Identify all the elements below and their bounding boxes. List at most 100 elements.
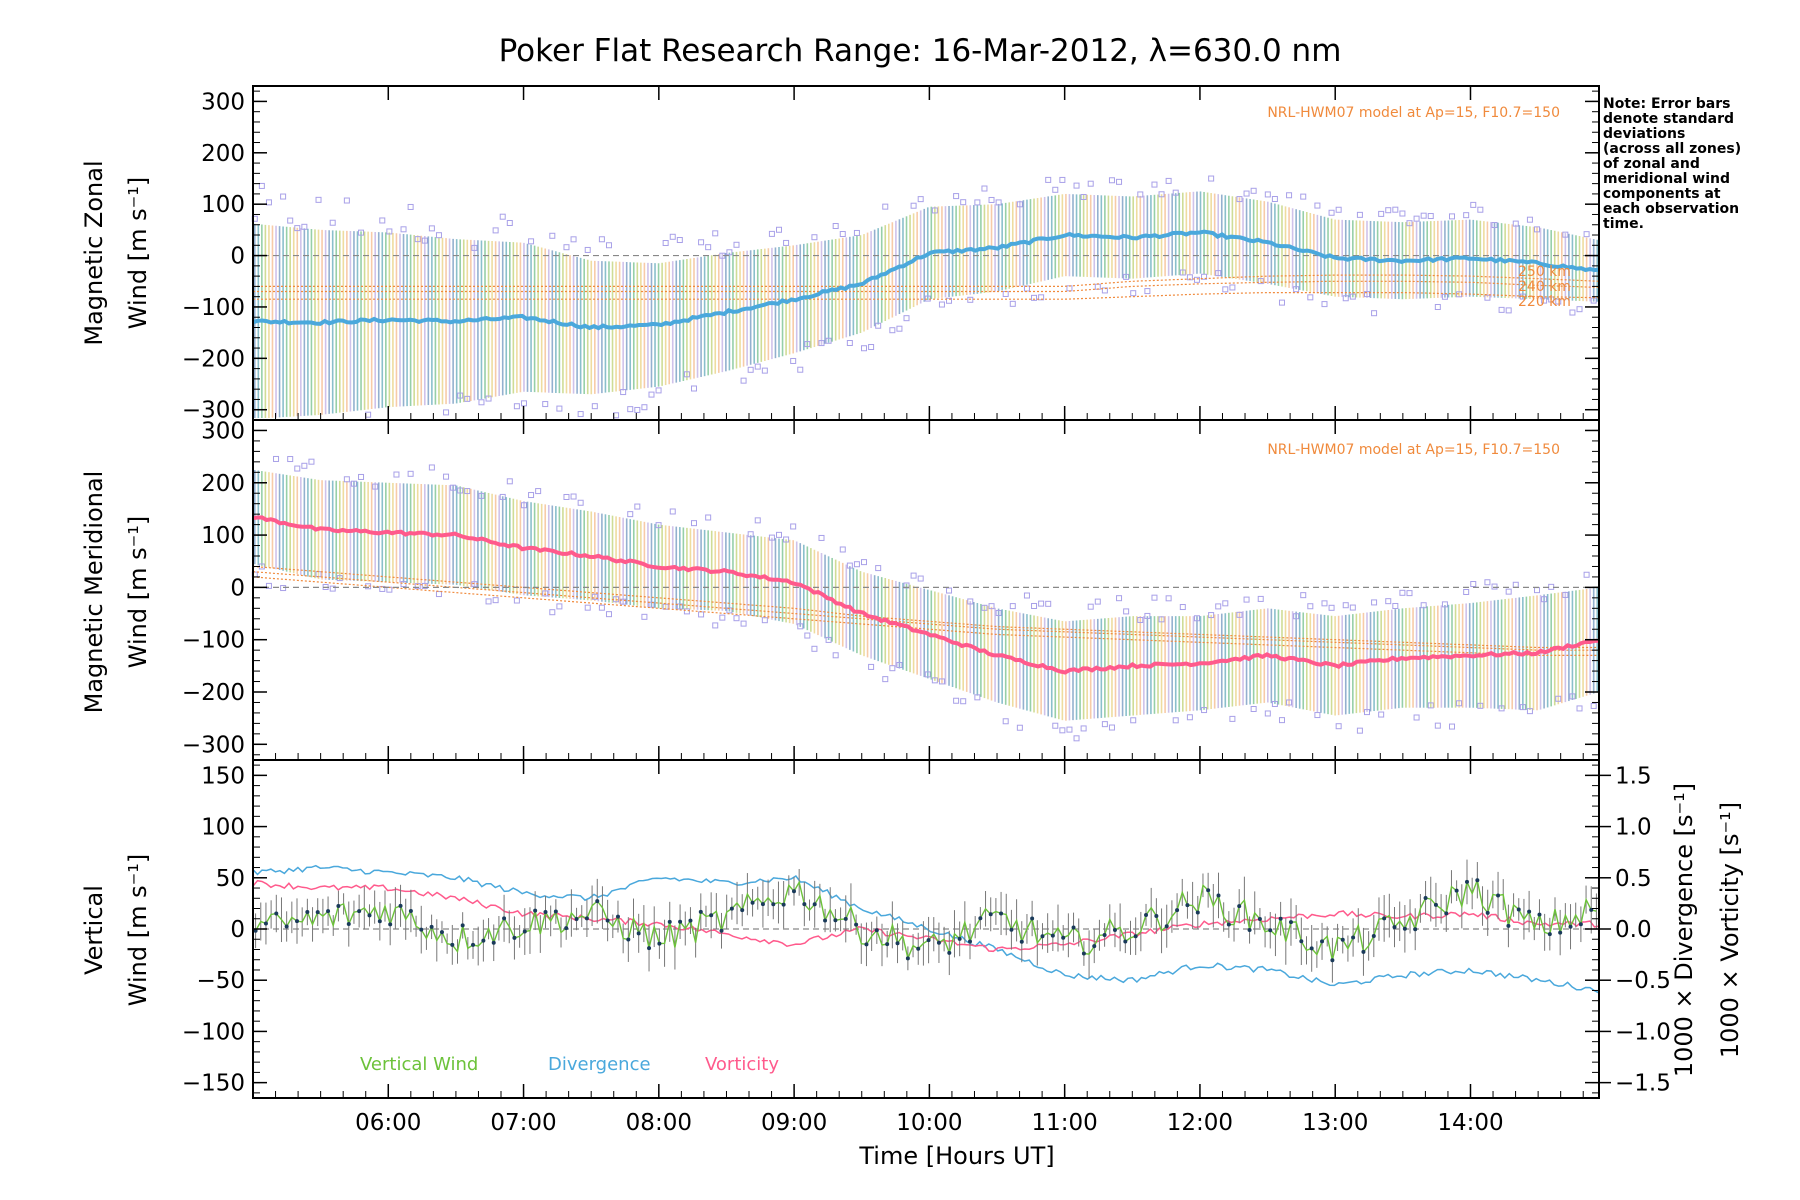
zonal-scatter-point	[613, 412, 620, 419]
zonal-scatter-point	[1158, 191, 1165, 198]
meridional-scatter-point	[790, 523, 797, 530]
vertical-wind-panel: 150 100 50 0 −50 −100 −150 1.5 1.0 0.5 0.0 −0.5 −1.0…	[80, 759, 1744, 1099]
zonal-scatter-point	[443, 409, 450, 416]
meridional-scatter-point	[1031, 602, 1038, 609]
meridional-scatter-point	[492, 597, 499, 604]
xtick-label-4: 10:00	[896, 1110, 962, 1136]
meridional-scatter-point	[1257, 595, 1264, 602]
zonal-scatter-point	[1052, 186, 1059, 193]
zonal-scatter-point	[1172, 189, 1179, 196]
meridional-scatter-point	[1314, 712, 1321, 719]
meridional-scatter-point	[528, 492, 535, 499]
meridional-scatter-point	[1371, 599, 1378, 606]
zonal-ytick-label-6: −300	[182, 398, 245, 424]
zonal-scatter-point	[421, 237, 428, 244]
meridional-scatter-point	[839, 546, 846, 553]
vertical-ytick-label-4: −50	[196, 968, 245, 994]
vertical-wind-point	[1040, 934, 1045, 939]
meridional-scatter-point	[287, 456, 294, 463]
zonal-scatter-point	[1434, 304, 1441, 311]
meridional-scatter-point	[1116, 595, 1123, 602]
meridional-model-220km-line	[252, 576, 1599, 656]
meridional-scatter-point	[549, 609, 556, 616]
meridional-scatter-point	[804, 632, 811, 639]
zonal-scatter-point	[577, 411, 584, 418]
vertical-wind-point	[615, 914, 620, 919]
meridional-scatter-point	[1541, 596, 1548, 603]
zonal-scatter-point	[776, 226, 783, 233]
vertical-wind-point	[1030, 916, 1035, 921]
zonal-model-label: NRL-HWM07 model at Ap=15, F10.7=150	[1267, 105, 1560, 121]
zonal-scatter-point	[485, 395, 492, 402]
zonal-ytick-label-5: −200	[182, 346, 245, 372]
meridional-scatter-point	[811, 645, 818, 652]
meridional-scatter-point	[577, 499, 584, 506]
meridional-scatter-point	[273, 455, 280, 462]
zonal-scatter-point	[1406, 220, 1413, 227]
zonal-scatter-point	[379, 217, 386, 224]
zonal-scatter-point	[358, 229, 365, 236]
vertical-wind-point	[657, 941, 662, 946]
zonal-scatter-point	[768, 230, 775, 237]
zonal-scatter-point	[1300, 193, 1307, 200]
zonal-scatter-point	[400, 226, 407, 233]
zonal-scatter-point	[258, 182, 265, 189]
meridional-scatter-point	[953, 697, 960, 704]
vertical-wind-point	[1464, 879, 1469, 884]
zonal-scatter-point	[329, 219, 336, 226]
vertical-wind-point	[1485, 910, 1490, 915]
meridional-scatter-point	[1201, 707, 1208, 714]
zonal-scatter-point	[705, 244, 712, 251]
zonal-scatter-point	[889, 327, 896, 334]
meridional-scatter-point	[889, 665, 896, 672]
meridional-scatter-point	[506, 478, 513, 485]
vertical-wind-point	[1392, 925, 1397, 930]
meridional-scatter-point	[768, 534, 775, 541]
meridional-scatter-point	[1328, 604, 1335, 611]
zonal-scatter-point	[1314, 202, 1321, 209]
vertical-wind-point	[678, 919, 683, 924]
meridional-scatter-point	[1130, 717, 1137, 724]
meridional-scatter-point	[414, 583, 421, 590]
meridional-scatter-point	[435, 591, 442, 598]
note-line-8: time.	[1603, 216, 1644, 232]
vertical-wind-point	[1257, 917, 1262, 922]
zonal-scatter-point	[1009, 300, 1016, 307]
vertical-wind-point	[1568, 924, 1573, 929]
zonal-scatter-point	[655, 387, 662, 394]
zonal-scatter-point	[1264, 191, 1271, 198]
zonal-scatter-point	[882, 203, 889, 210]
meridional-scatter-point	[896, 661, 903, 668]
zonal-scatter-point	[1208, 175, 1215, 182]
zonal-scatter-point	[974, 199, 981, 206]
vertical-wind-point	[895, 941, 900, 946]
meridional-scatter-point	[393, 471, 400, 478]
meridional-scatter-point	[1087, 603, 1094, 610]
zonal-scatter-point	[1293, 286, 1300, 293]
vertical-wind-point	[1278, 916, 1283, 921]
meridional-scatter-point	[350, 480, 357, 487]
zonal-scatter-point	[861, 345, 868, 352]
zonal-scatter-point	[967, 296, 974, 303]
zonal-scatter-point	[294, 225, 301, 232]
meridional-scatter-point	[797, 623, 804, 630]
zonal-scatter-point	[620, 389, 627, 396]
meridional-scatter-point	[584, 604, 591, 611]
vertical-wind-point	[1112, 927, 1117, 932]
vertical-wind-point	[1081, 951, 1086, 956]
zonal-scatter-point	[1186, 274, 1193, 281]
meridional-scatter-point	[783, 536, 790, 543]
legend-divergence: Divergence	[548, 1054, 651, 1075]
vertical-wind-point	[1164, 924, 1169, 929]
vertical-wind-point	[439, 930, 444, 935]
meridional-scatter-point	[776, 531, 783, 538]
zonal-scatter-point	[1307, 294, 1314, 301]
zonal-scatter-point	[1484, 294, 1491, 301]
vertical-wind-point	[377, 919, 382, 924]
vertical-wind-point	[460, 923, 465, 928]
zonal-scatter-point	[1002, 290, 1009, 297]
vertical-wind-point	[471, 942, 476, 947]
xtick-label-1: 07:00	[490, 1110, 556, 1136]
meridional-scatter-point	[719, 614, 726, 621]
zonal-scatter-point	[1250, 187, 1257, 194]
